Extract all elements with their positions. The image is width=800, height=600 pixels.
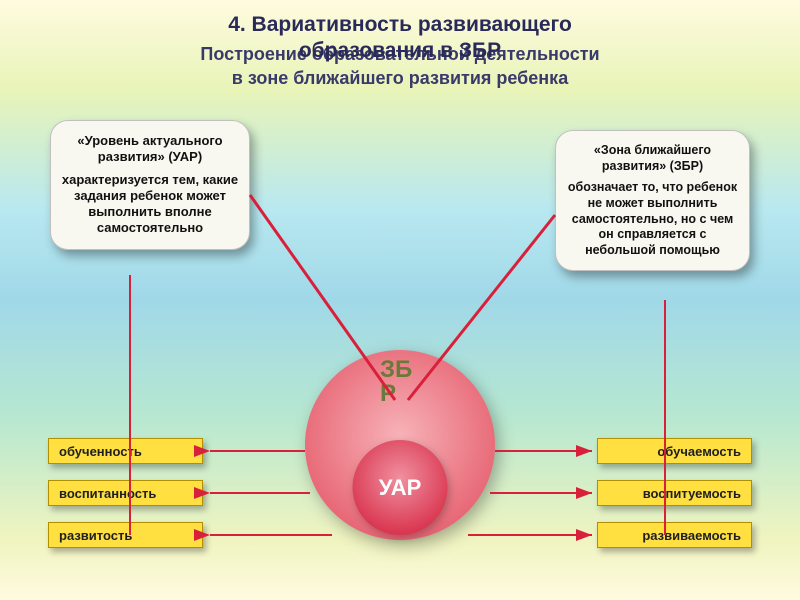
- info-box-right: «Зона ближайшего развития» (ЗБР) обознач…: [555, 130, 750, 271]
- right-box-title: «Зона ближайшего развития» (ЗБР): [566, 143, 739, 174]
- uar-label: УАР: [379, 475, 422, 501]
- inner-circle-uar: УАР: [353, 440, 448, 535]
- title-line-1: 4. Вариативность развивающего: [40, 12, 760, 38]
- tag-right-3: развиваемость: [597, 522, 752, 548]
- title-block: 4. Вариативность развивающего образовани…: [0, 0, 800, 90]
- tag-left-3: развитость: [48, 522, 203, 548]
- right-box-body: обозначает то, что ребенок не может выпо…: [568, 180, 737, 257]
- title-line-2: образования в ЗБР: [40, 38, 760, 64]
- tag-right-1: обучаемость: [597, 438, 752, 464]
- tag-right-2: воспитуемость: [597, 480, 752, 506]
- zbr-label: ЗБ Р: [380, 358, 412, 406]
- left-box-title: «Уровень актуального развития» (УАР): [61, 133, 239, 166]
- tag-left-2: воспитанность: [48, 480, 203, 506]
- subtitle-line-2: в зоне ближайшего развития ребенка: [40, 67, 760, 90]
- info-box-left: «Уровень актуального развития» (УАР) хар…: [50, 120, 250, 250]
- tag-left-1: обученность: [48, 438, 203, 464]
- left-box-body: характеризуется тем, какие задания ребен…: [62, 172, 238, 236]
